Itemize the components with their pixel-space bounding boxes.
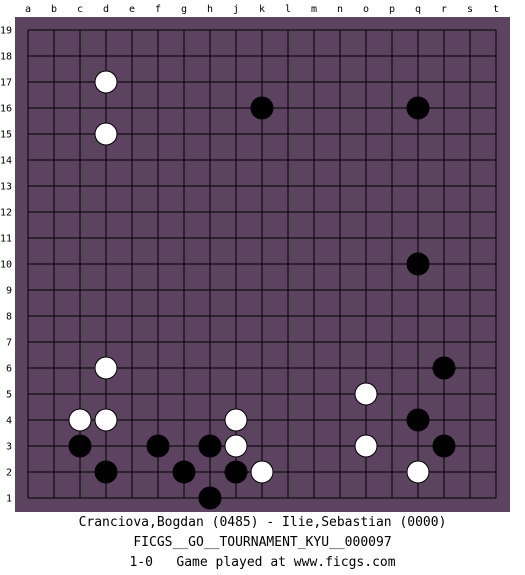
black-stone	[198, 486, 222, 510]
event-caption: FICGS__GO__TOURNAMENT_KYU__000097	[133, 535, 392, 550]
black-stone	[198, 434, 222, 458]
row-label: 11	[0, 234, 12, 245]
column-label: t	[493, 4, 499, 15]
row-label: 4	[6, 416, 12, 427]
row-label: 17	[0, 78, 12, 89]
black-stone	[94, 460, 118, 484]
column-label: q	[415, 4, 421, 15]
black-stone	[68, 434, 92, 458]
row-label: 13	[0, 182, 12, 193]
white-stone	[94, 122, 118, 146]
column-label: f	[155, 4, 161, 15]
white-stone	[94, 408, 118, 432]
row-label: 19	[0, 26, 12, 37]
black-stone	[146, 434, 170, 458]
stones	[68, 70, 456, 510]
black-stone	[406, 408, 430, 432]
white-stone	[68, 408, 92, 432]
row-label: 3	[6, 442, 12, 453]
white-stone	[354, 382, 378, 406]
row-label: 6	[6, 364, 12, 375]
row-label: 2	[6, 468, 12, 479]
column-label: h	[207, 4, 213, 15]
row-label: 18	[0, 52, 12, 63]
column-label: a	[25, 4, 31, 15]
row-label: 8	[6, 312, 12, 323]
white-stone	[406, 460, 430, 484]
black-stone	[406, 252, 430, 276]
column-label: j	[233, 4, 239, 15]
row-label: 12	[0, 208, 12, 219]
column-label: o	[363, 4, 369, 15]
black-stone	[432, 434, 456, 458]
column-label: m	[311, 4, 317, 15]
row-label: 10	[0, 260, 12, 271]
white-stone	[354, 434, 378, 458]
column-label: l	[285, 4, 291, 15]
white-stone	[94, 356, 118, 380]
row-label: 9	[6, 286, 12, 297]
row-label: 15	[0, 130, 12, 141]
row-label: 14	[0, 156, 12, 167]
column-label: e	[129, 4, 135, 15]
white-stone	[94, 70, 118, 94]
white-stone	[224, 408, 248, 432]
white-stone	[224, 434, 248, 458]
row-label: 7	[6, 338, 12, 349]
column-label: s	[467, 4, 473, 15]
white-stone	[250, 460, 274, 484]
row-labels: 19 18 17 16 15 14 13 12 11 10 9 8 7 6 5 4 3 2 1	[0, 26, 12, 505]
column-label: p	[389, 4, 395, 15]
black-stone	[172, 460, 196, 484]
row-label: 16	[0, 104, 12, 115]
column-label: n	[337, 4, 343, 15]
row-label: 1	[6, 494, 12, 505]
black-stone	[406, 96, 430, 120]
row-label: 5	[6, 390, 12, 401]
column-label: r	[441, 4, 447, 15]
black-stone	[224, 460, 248, 484]
black-stone	[432, 356, 456, 380]
result-caption: 1-0 Game played at www.ficgs.com	[129, 555, 396, 570]
column-label: b	[51, 4, 57, 15]
column-label: g	[181, 4, 187, 15]
black-stone	[250, 96, 274, 120]
players-caption: Cranciova,Bogdan (0485) - Ilie,Sebastian…	[78, 515, 447, 530]
column-label: c	[77, 4, 83, 15]
column-label: k	[259, 4, 265, 15]
column-label: d	[103, 4, 109, 15]
